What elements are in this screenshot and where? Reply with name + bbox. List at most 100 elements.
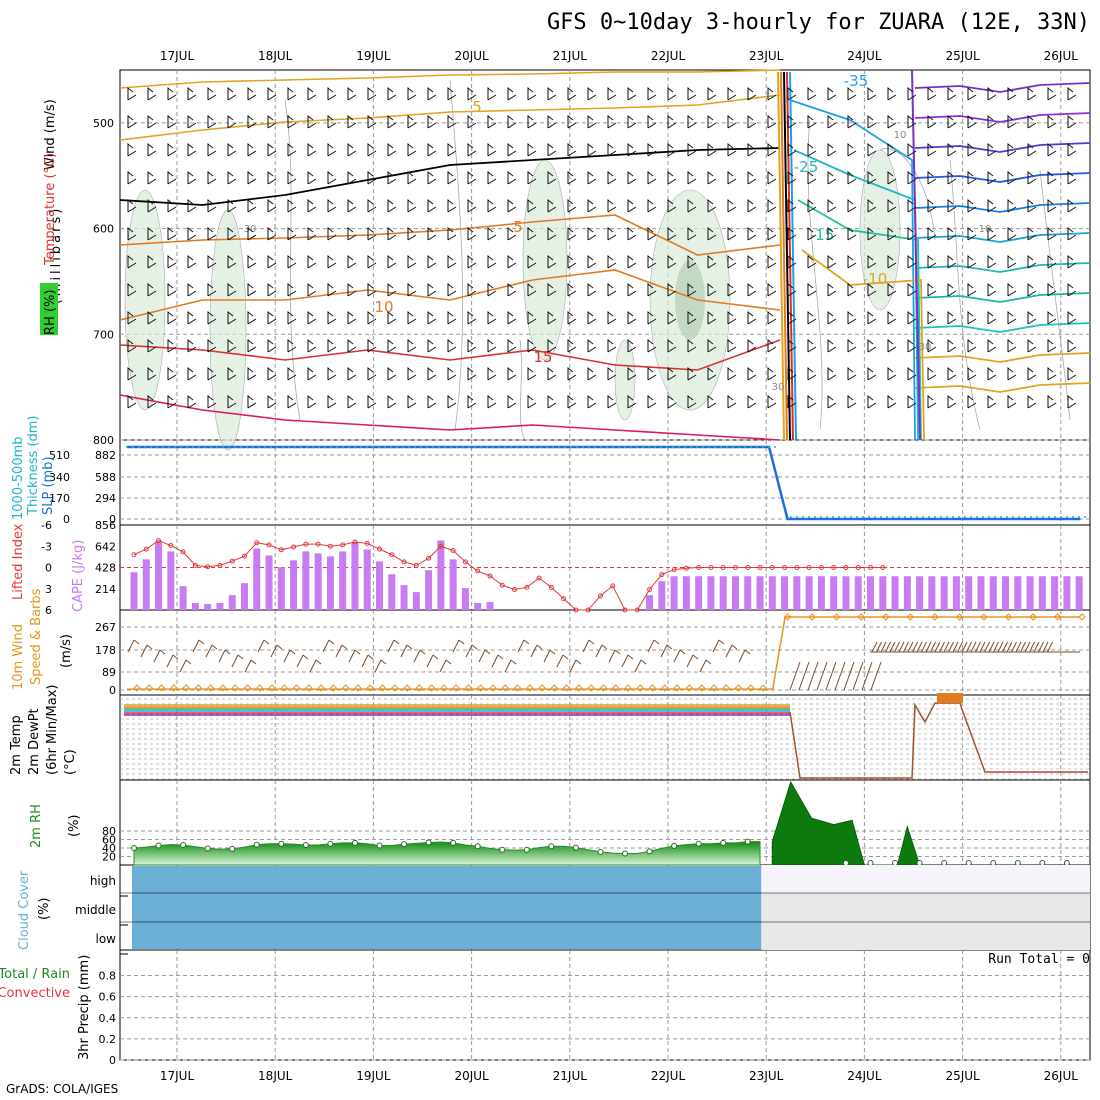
- wind10-barb: [1047, 641, 1053, 653]
- wind-speed-point: [170, 684, 178, 692]
- wind-barb: [207, 394, 217, 409]
- wind10-barb: [997, 641, 1004, 653]
- wind-barb: [687, 170, 697, 185]
- lifted-point: [622, 607, 628, 613]
- wind-barb: [147, 394, 157, 409]
- wind-barb: [947, 226, 957, 241]
- wind-barb: [907, 338, 917, 353]
- wind-barb: [747, 282, 757, 297]
- wind-barb: [167, 198, 177, 213]
- lifted-point: [143, 546, 149, 552]
- wind-barb: [467, 114, 477, 129]
- wind-barb: [387, 254, 397, 269]
- lifted-point: [524, 584, 530, 590]
- wind10-barb: [257, 639, 270, 653]
- wind-speed-point: [231, 684, 239, 692]
- wind-barb: [867, 394, 877, 409]
- wind10-barb: [943, 641, 950, 653]
- wind-barb: [287, 114, 297, 129]
- wind-barb: [927, 338, 937, 353]
- wind-barb: [127, 394, 137, 409]
- wind-barb: [727, 282, 737, 297]
- isotherm-collapse: [780, 71, 788, 441]
- wind-barb: [1047, 114, 1057, 129]
- wind-barb: [947, 282, 957, 297]
- wind-barb: [727, 114, 737, 129]
- wind-barb: [1027, 254, 1037, 269]
- wind-barb: [607, 170, 617, 185]
- wind-barb: [647, 366, 657, 381]
- wind-speed-point: [697, 684, 706, 692]
- wind-barb: [807, 282, 817, 297]
- wind-barb: [747, 86, 757, 101]
- isotherm-line: [914, 172, 1091, 183]
- wind-barb: [727, 86, 737, 101]
- wind-barb: [247, 310, 257, 325]
- wind-barb: [487, 198, 497, 213]
- wind-barb: [587, 282, 597, 297]
- wind-barb: [247, 282, 257, 297]
- wind-barb: [847, 226, 857, 241]
- wind-barb: [847, 86, 857, 101]
- pressure-tick-label: 500: [93, 117, 114, 130]
- wind-barb: [1047, 338, 1057, 353]
- wind-barb: [467, 394, 477, 409]
- wind-barb: [627, 310, 637, 325]
- wind-barb: [987, 310, 997, 325]
- wind-barb: [287, 170, 297, 185]
- cape-axis-labels: Lifted Index CAPE (J/kg): [11, 523, 86, 612]
- wind-barb: [1027, 114, 1037, 129]
- wind-barb: [627, 170, 637, 185]
- wind-barb: [327, 86, 337, 101]
- wind-barb: [807, 142, 817, 157]
- wind-barb: [367, 282, 377, 297]
- legend-rh2m: 2m RH: [29, 804, 44, 848]
- wind-barb: [847, 366, 857, 381]
- lifted-point: [475, 568, 481, 574]
- rh-contour: [522, 159, 568, 361]
- wind-speed-point: [341, 684, 350, 692]
- wind-barb: [227, 394, 237, 409]
- wind-barb: [247, 338, 257, 353]
- thickness-tick-label: 170: [49, 492, 70, 505]
- wind-barb: [1047, 366, 1057, 381]
- wind10-barb: [374, 659, 387, 673]
- cape-bar: [228, 595, 236, 610]
- wind10-barb: [1011, 641, 1017, 653]
- wind-barb: [127, 254, 137, 269]
- wind-barb: [307, 310, 317, 325]
- wind-barb: [787, 338, 797, 353]
- wind-barb: [327, 282, 337, 297]
- wind-barb: [287, 142, 297, 157]
- rh-point: [572, 844, 579, 851]
- cape-bar: [265, 555, 273, 610]
- wind-barb: [1007, 198, 1017, 213]
- rh-point: [744, 838, 751, 845]
- wind-barb: [227, 338, 237, 353]
- wind10-barb: [465, 644, 478, 658]
- wind-barb: [947, 114, 957, 129]
- wind-barb: [707, 282, 717, 297]
- wind-barb: [1027, 394, 1037, 409]
- wind-barb: [667, 254, 677, 269]
- wind-barb: [227, 366, 237, 381]
- wind-barb: [167, 282, 177, 297]
- wind-barb: [747, 310, 757, 325]
- lifted-point: [352, 539, 358, 545]
- wind-barb: [147, 310, 157, 325]
- wind-barb: [127, 170, 137, 185]
- wind-barb: [267, 86, 277, 101]
- wind-barb: [267, 142, 277, 157]
- cape-bar: [290, 560, 298, 610]
- wind-barb: [1007, 254, 1017, 269]
- wind-barb: [647, 198, 657, 213]
- wind-barb: [807, 338, 817, 353]
- cape-bar: [781, 576, 789, 610]
- wind-barb: [187, 86, 197, 101]
- isotherm-label: 5: [472, 98, 482, 116]
- wind-barb: [307, 254, 317, 269]
- wind-barb: [587, 310, 597, 325]
- lifted-point: [180, 549, 186, 555]
- wind-barb: [827, 254, 837, 269]
